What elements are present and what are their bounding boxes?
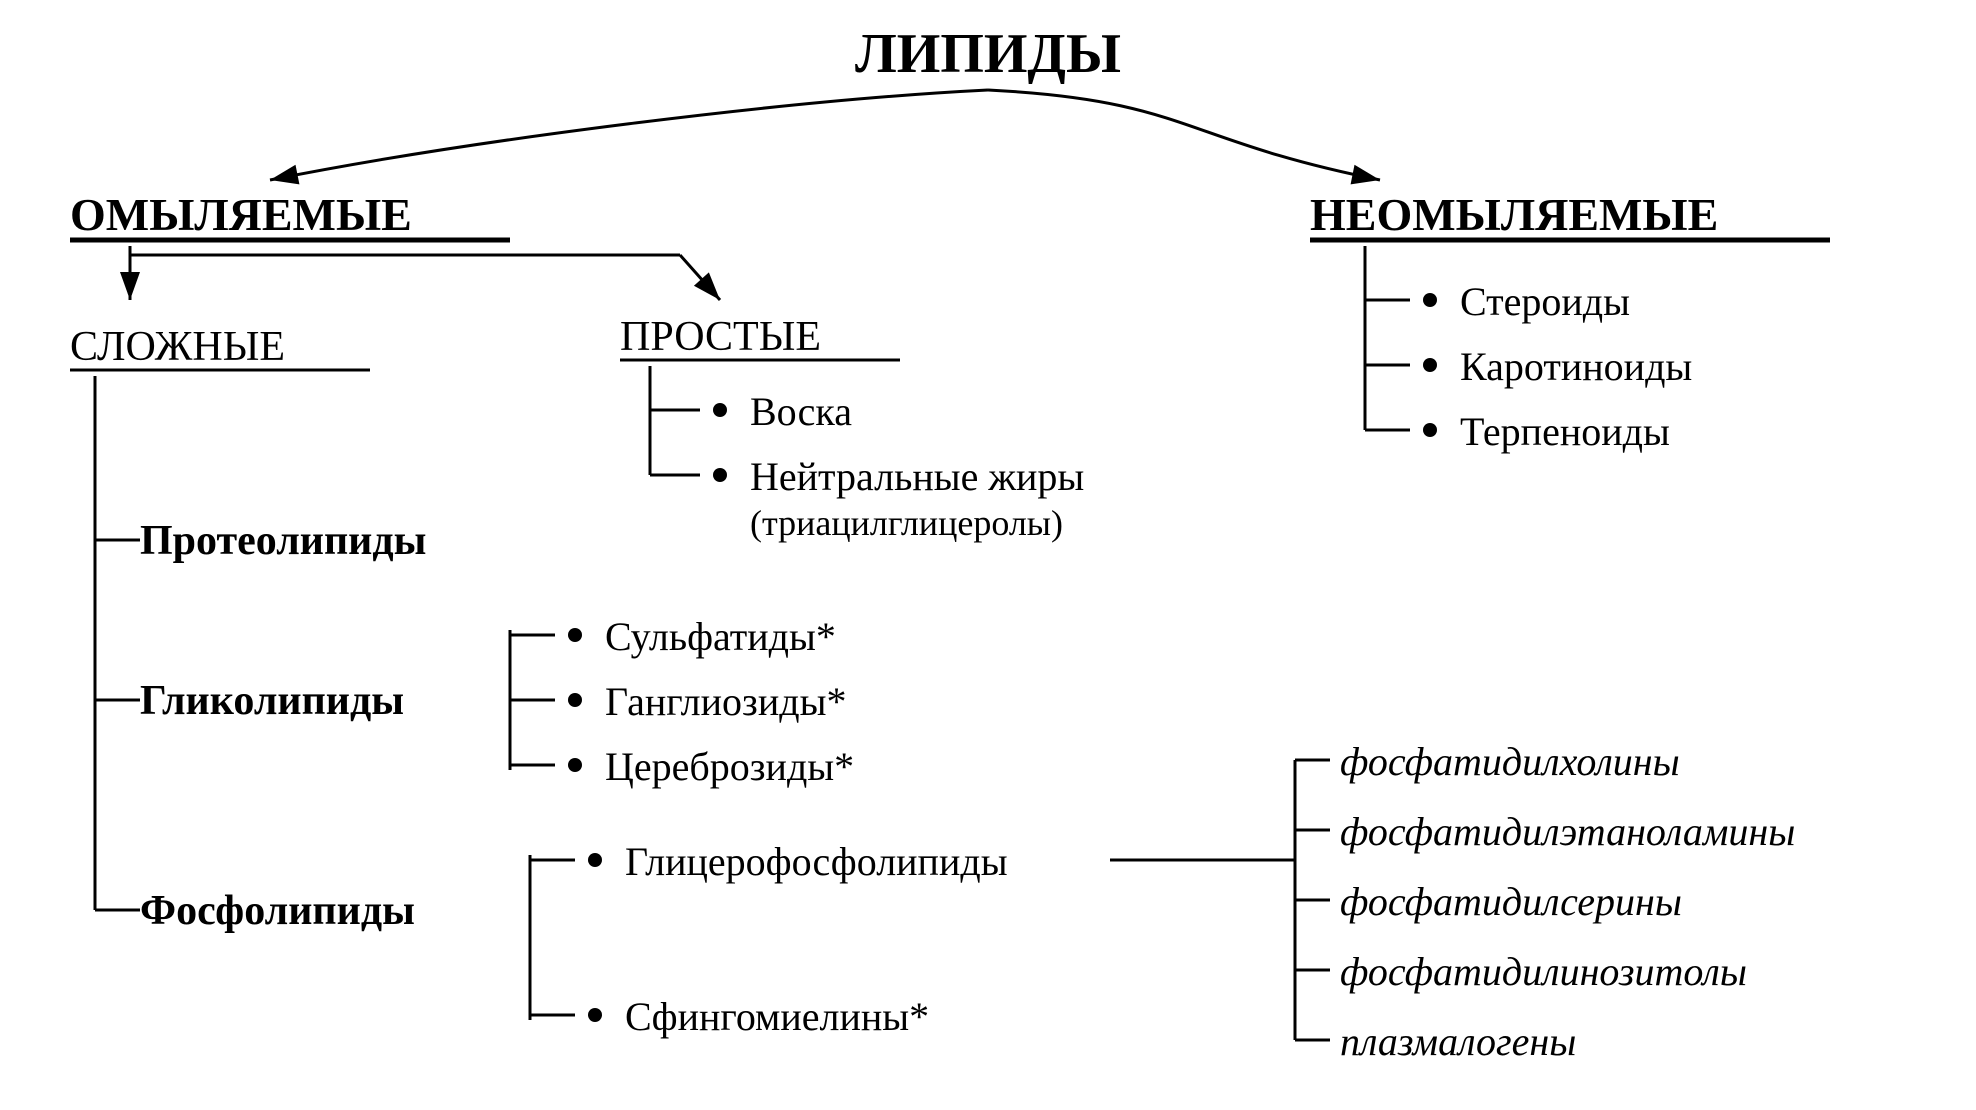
complex-header: СЛОЖНЫЕ [70,324,285,370]
bullet-icon [713,468,727,482]
simple-item: Нейтральные жиры [750,454,1084,499]
simple-item-sub: (триацилглицеролы) [750,503,1063,543]
nonsap-item: Терпеноиды [1460,409,1670,454]
glycerophospho-subitem: плазмалогены [1340,1019,1576,1064]
lipid-tree-diagram: ЛИПИДЫ ОМЫЛЯЕМЫЕ СЛОЖНЫЕ Протеолипиды Гликол… [0,0,1976,1110]
arrowhead-icon [1351,165,1380,185]
saponifiable-header: ОМЫЛЯЕМЫЕ [70,189,412,240]
glycerophospho-subitem: фосфатидилинозитолы [1340,949,1747,994]
split-arrow-left [270,90,988,180]
glycerophospho-subitem: фосфатидилэтаноламины [1340,809,1795,854]
bullet-icon [1423,293,1437,307]
glycerophospho-subitem: фосфатидилхолины [1340,739,1680,784]
bullet-icon [1423,423,1437,437]
bullet-icon [713,403,727,417]
bullet-icon [568,693,582,707]
glycerophospho-subitem: фосфатидилсерины [1340,879,1682,924]
split-arrow-right [988,90,1380,180]
arrowhead-icon [270,165,299,185]
glyco-item: Цереброзиды* [605,744,854,789]
bullet-icon [588,853,602,867]
glyco-item: Сульфатиды* [605,614,836,659]
nonsap-item: Стероиды [1460,279,1630,324]
bullet-icon [568,628,582,642]
simple-header: ПРОСТЫЕ [620,314,821,360]
simple-item: Воска [750,389,852,434]
glyco-item: Ганглиозиды* [605,679,846,724]
node-phospho: Фосфолипиды [140,888,415,934]
diagram-title: ЛИПИДЫ [855,23,1121,85]
bullet-icon [588,1008,602,1022]
bullet-icon [568,758,582,772]
phospho-item: Глицерофосфолипиды [625,839,1008,884]
node-proteo: Протеолипиды [140,518,426,564]
node-glyco: Гликолипиды [140,678,404,724]
nonsaponifiable-header: НЕОМЫЛЯЕМЫЕ [1310,189,1718,240]
nonsap-item: Каротиноиды [1460,344,1692,389]
phospho-item: Сфингомиелины* [625,994,929,1039]
bullet-icon [1423,358,1437,372]
arrowhead-icon [120,272,140,300]
